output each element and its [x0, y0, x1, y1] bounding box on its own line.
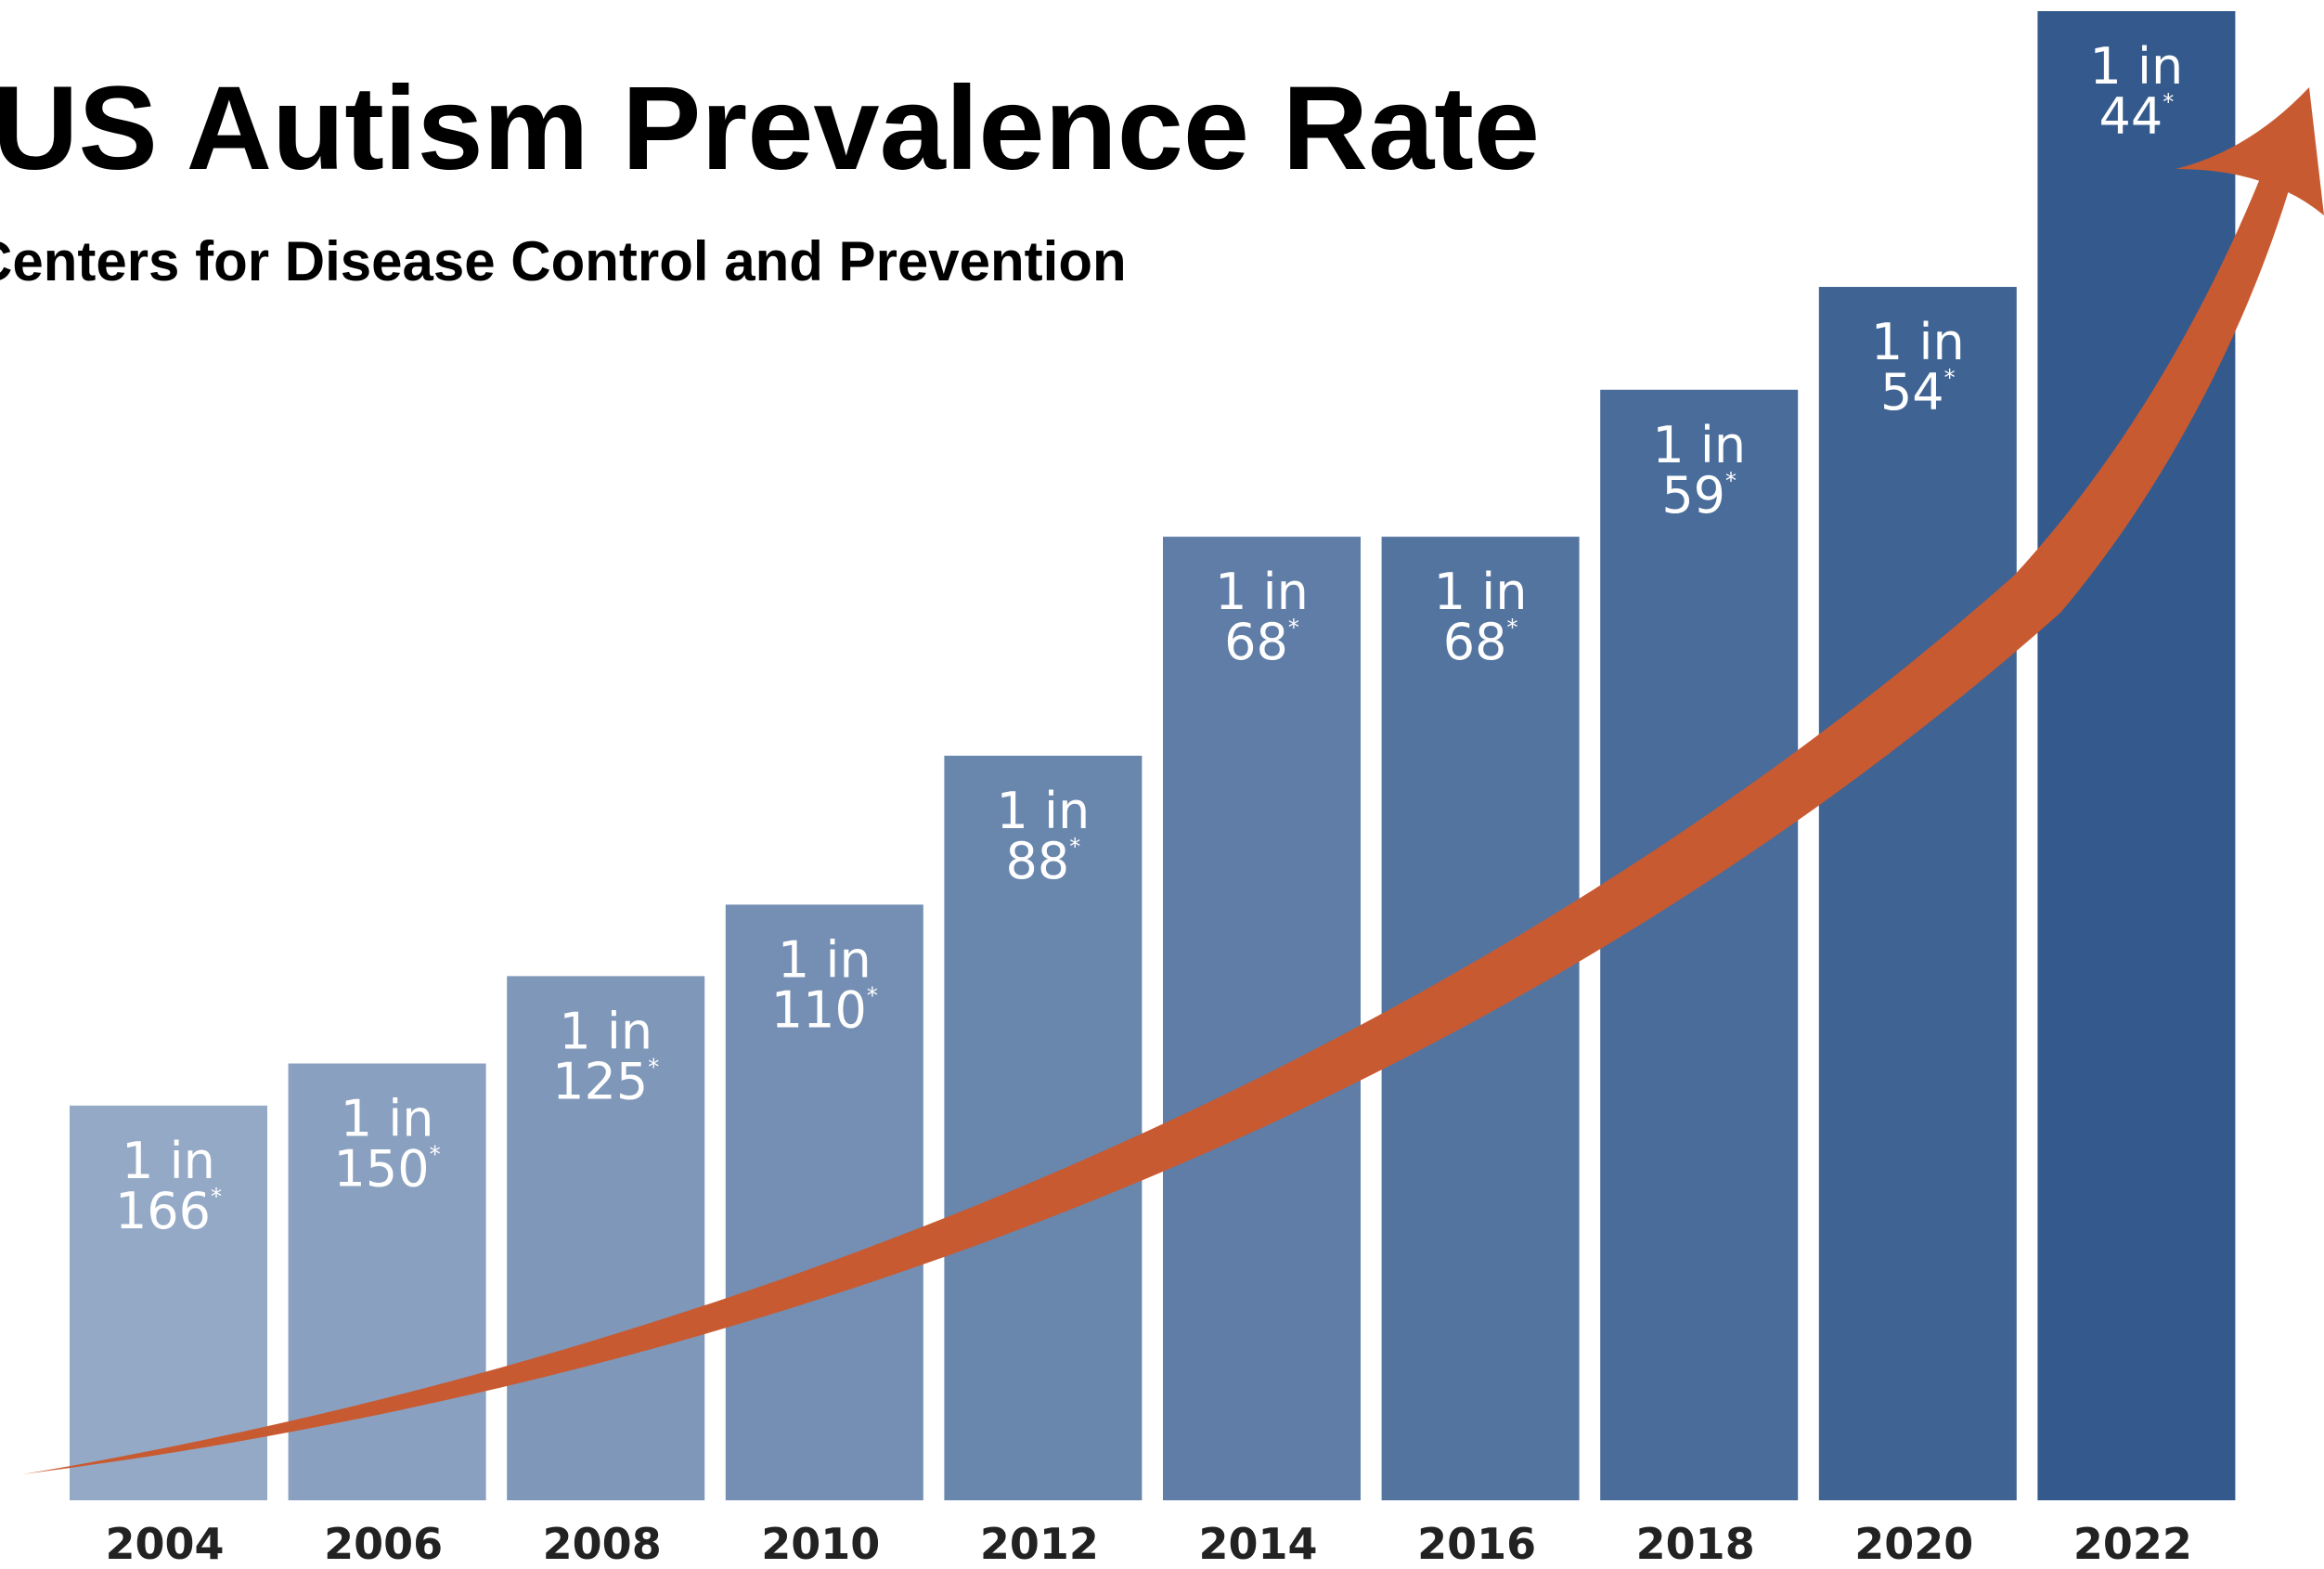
- chart-title: US Autism Prevalence Rate: [0, 62, 1540, 195]
- bar-2008: [507, 976, 705, 1500]
- x-tick-2008: 2008: [543, 1519, 662, 1569]
- bar-2014: [1163, 537, 1361, 1500]
- x-tick-2012: 2012: [980, 1519, 1099, 1569]
- x-tick-2016: 2016: [1417, 1519, 1536, 1569]
- bar-label-value-2022: 44*: [2099, 87, 2175, 146]
- bar-label-prefix-2020: 1 in: [1871, 313, 1965, 371]
- bar-label-prefix-2018: 1 in: [1652, 416, 1746, 474]
- bar-label-prefix-2014: 1 in: [1215, 563, 1309, 621]
- bar-label-value-2004: 166*: [115, 1182, 222, 1240]
- bar-label-value-2020: 54*: [1880, 363, 1956, 421]
- bar-label-prefix-2022: 1 in: [2090, 37, 2184, 96]
- bar-label-prefix-2008: 1 in: [559, 1002, 652, 1060]
- bar-label-value-2008: 125*: [552, 1052, 659, 1110]
- bars-layer: [70, 11, 2236, 1500]
- x-tick-2014: 2014: [1198, 1519, 1317, 1569]
- bar-label-prefix-2010: 1 in: [778, 930, 872, 989]
- x-tick-2006: 2006: [324, 1519, 443, 1569]
- x-tick-2004: 2004: [105, 1519, 224, 1569]
- bar-label-value-2010: 110*: [771, 980, 878, 1039]
- bar-label-prefix-2016: 1 in: [1434, 563, 1528, 621]
- x-axis-ticks: 2004 2006 2008 2010 2012 2014 2016 2018 2020 2022: [105, 1519, 2191, 1569]
- bar-2020: [1818, 287, 2017, 1500]
- bar-label-value-2018: 59*: [1661, 466, 1737, 525]
- trend-arrow-head: [2176, 87, 2324, 215]
- bar-2006: [288, 1063, 486, 1500]
- bar-label-value-2006: 150*: [334, 1139, 441, 1198]
- bar-2022: [2037, 11, 2236, 1500]
- bar-label-prefix-2006: 1 in: [341, 1089, 434, 1148]
- bar-label-prefix-2012: 1 in: [997, 782, 1091, 840]
- bar-2010: [725, 904, 923, 1500]
- chart-subtitle: Centers for Disease Control and Preventi…: [0, 230, 1127, 292]
- bar-label-value-2014: 68*: [1224, 613, 1299, 671]
- bar-label-value-2012: 88*: [1006, 832, 1081, 890]
- x-tick-2010: 2010: [761, 1519, 880, 1569]
- x-tick-2018: 2018: [1636, 1519, 1755, 1569]
- bar-2012: [944, 756, 1143, 1500]
- trend-arrow: [22, 87, 2324, 1474]
- bar-label-prefix-2004: 1 in: [122, 1132, 215, 1190]
- bar-2018: [1600, 389, 1799, 1500]
- x-tick-2020: 2020: [1854, 1519, 1973, 1569]
- x-tick-2022: 2022: [2073, 1519, 2192, 1569]
- bar-label-value-2016: 68*: [1443, 613, 1518, 671]
